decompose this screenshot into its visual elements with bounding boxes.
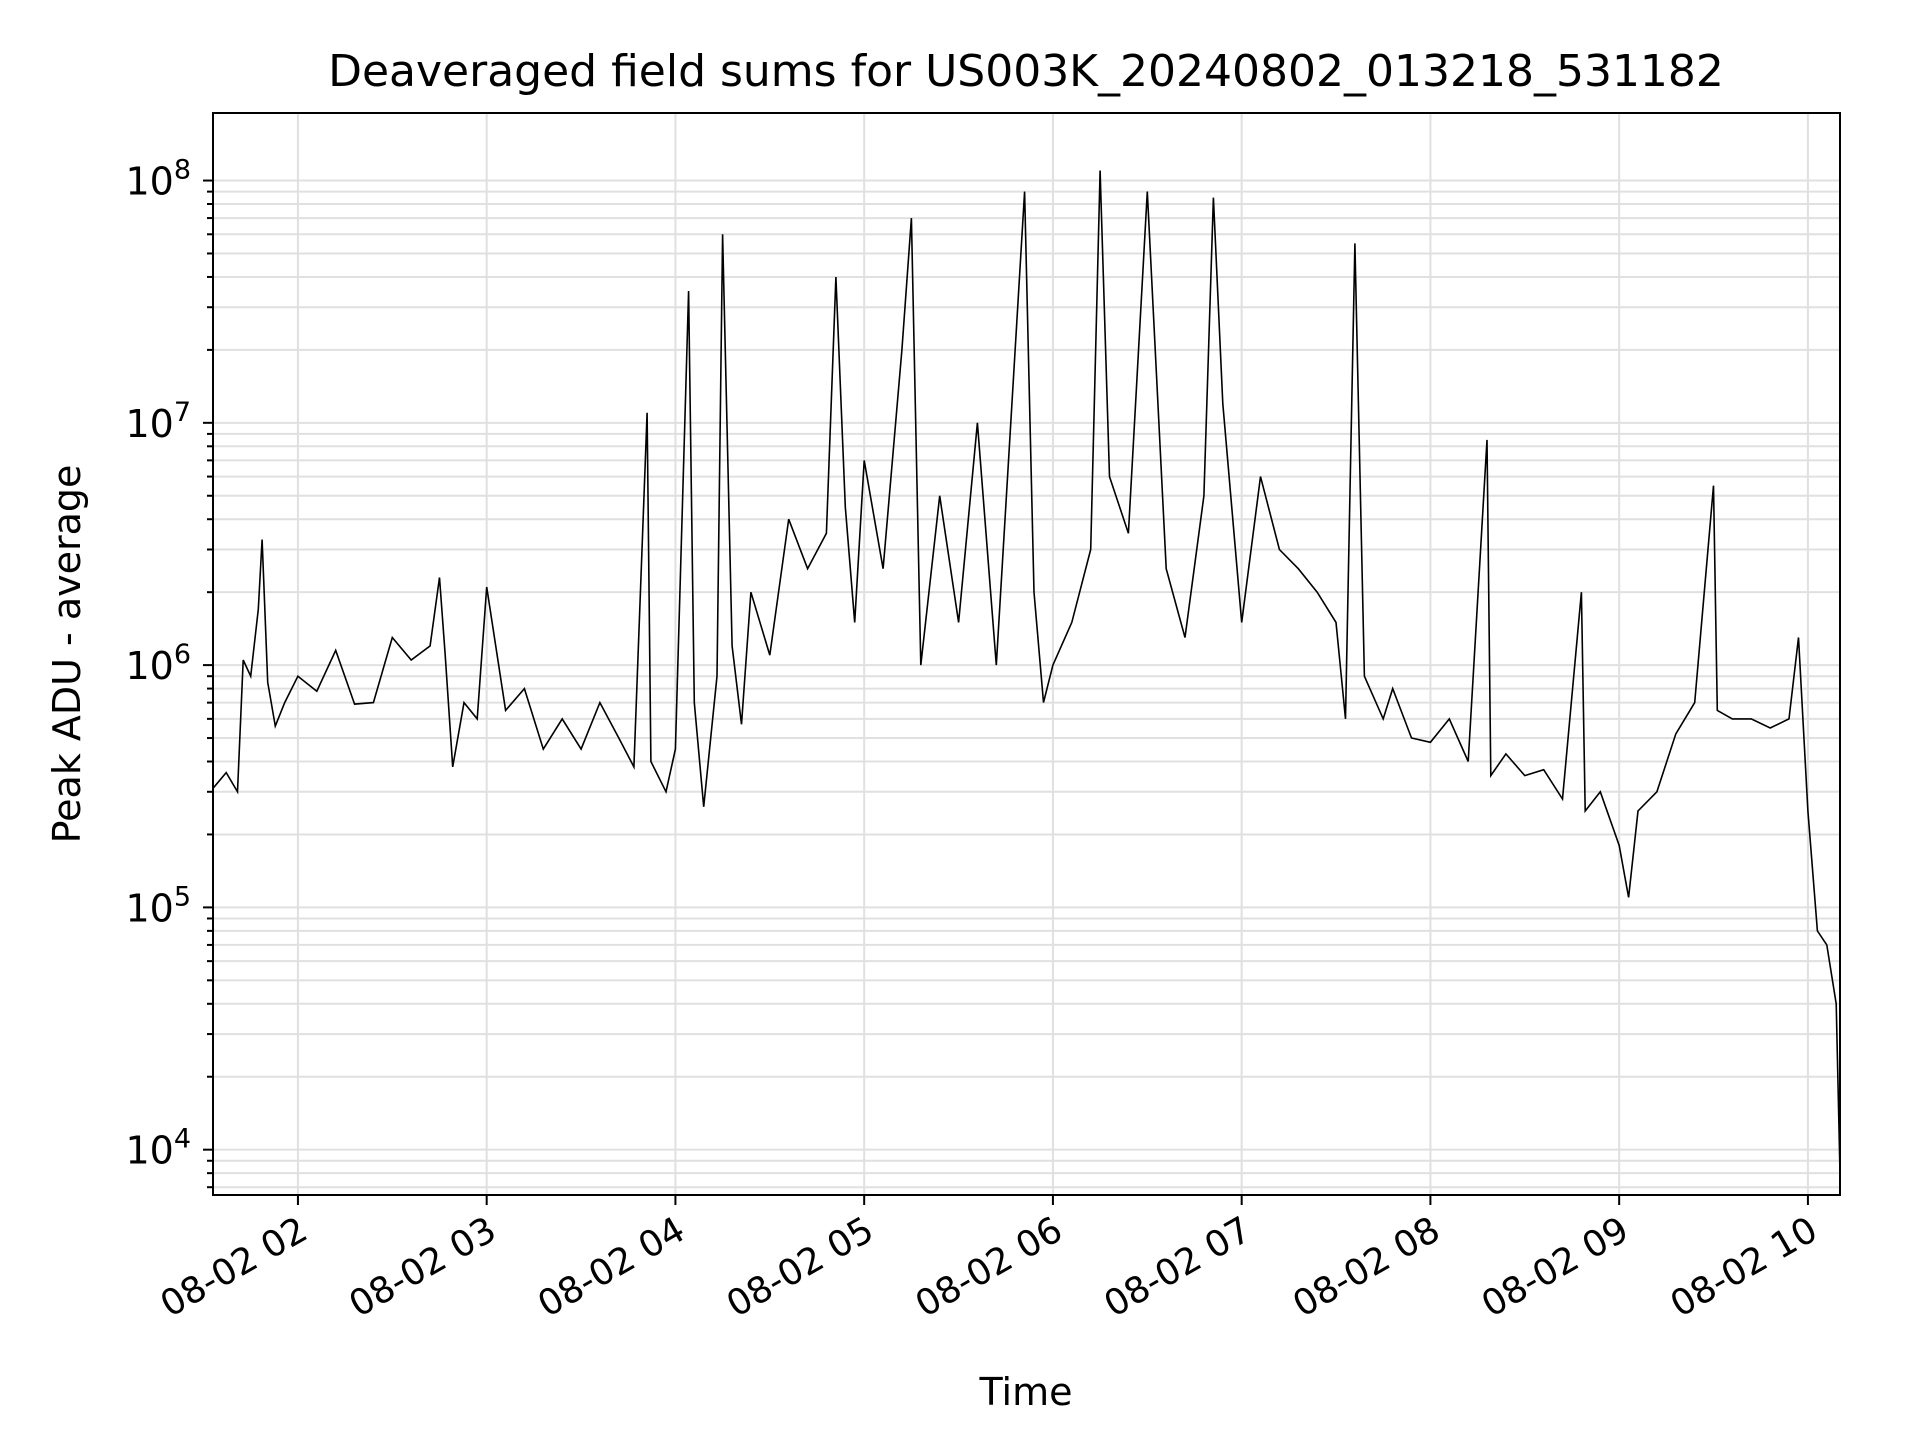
series-line-0 <box>212 170 1841 1174</box>
y-tick-label: 106 <box>125 639 191 688</box>
y-tick-label: 105 <box>125 881 191 930</box>
y-tick-label: 104 <box>125 1124 191 1173</box>
y-ticks: 104 105 106 107 108 <box>125 155 213 1189</box>
x-axis-label: Time <box>979 1370 1073 1414</box>
y-tick-label: 107 <box>125 397 191 446</box>
chart-title: Deaveraged field sums for US003K_2024080… <box>328 46 1724 97</box>
series-layer <box>212 170 1841 1174</box>
plot-frame <box>212 112 1841 1196</box>
grid <box>213 113 1840 1195</box>
y-tick-label: 108 <box>125 155 191 204</box>
y-axis-label: Peak ADU - average <box>45 465 89 844</box>
